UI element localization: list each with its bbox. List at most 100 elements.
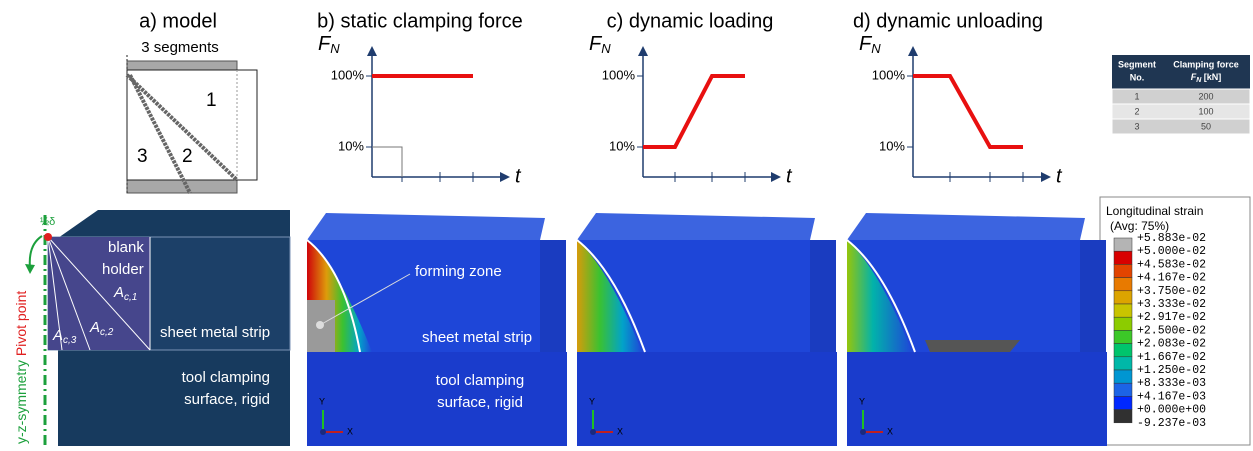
legend-label: +4.583e-02 bbox=[1137, 258, 1206, 271]
axis-label: Y bbox=[859, 396, 865, 406]
segment-number: 1 bbox=[206, 90, 217, 111]
strip-end bbox=[810, 240, 836, 352]
table-row bbox=[1112, 89, 1250, 104]
table-row bbox=[1112, 104, 1250, 119]
legend-swatch bbox=[1114, 344, 1132, 357]
y-axis-label: FN bbox=[318, 33, 340, 56]
fe-result: YX bbox=[847, 213, 1107, 446]
legend-label: +5.883e-02 bbox=[1137, 232, 1206, 245]
axis-origin bbox=[320, 429, 326, 435]
y-arrow bbox=[367, 46, 377, 56]
legend-label: +8.333e-03 bbox=[1137, 377, 1206, 390]
table-cell: 100 bbox=[1198, 106, 1213, 116]
x-axis-label: t bbox=[786, 165, 793, 187]
table-row bbox=[1112, 119, 1250, 134]
strip-end bbox=[540, 240, 566, 352]
legend-swatch bbox=[1114, 383, 1132, 396]
area-sub: c,3 bbox=[63, 335, 77, 346]
area-base: A bbox=[113, 284, 124, 301]
legend-label: +3.750e-02 bbox=[1137, 285, 1206, 298]
x-axis-label: t bbox=[515, 165, 522, 187]
axis-label: Y bbox=[589, 396, 595, 406]
legend-label: +4.167e-02 bbox=[1137, 272, 1206, 285]
header-cell: No. bbox=[1130, 72, 1145, 82]
panel-title: b) static clamping force bbox=[317, 10, 523, 32]
legend-label: +4.167e-03 bbox=[1137, 390, 1206, 403]
area-sub: c,2 bbox=[100, 327, 114, 338]
half-delta: ½δ bbox=[40, 216, 55, 228]
tool bbox=[577, 352, 837, 446]
axis-label: X bbox=[617, 426, 623, 436]
x-arrow bbox=[500, 172, 510, 182]
legend-swatch bbox=[1114, 291, 1132, 304]
legend-swatch bbox=[1114, 238, 1132, 251]
force-profile bbox=[913, 76, 1023, 147]
header-part: [kN] bbox=[1201, 72, 1221, 82]
symmetry-label: y-z-symmetry Pivot point bbox=[13, 291, 29, 444]
y-tick-label: 10% bbox=[338, 138, 364, 153]
tool-label: surface, rigid bbox=[184, 391, 270, 408]
header-cell: Clamping force bbox=[1173, 59, 1239, 69]
y-tick-label: 100% bbox=[872, 67, 906, 82]
dark-region bbox=[925, 340, 1020, 352]
axis-label: Y bbox=[319, 396, 325, 406]
y-arrow bbox=[638, 46, 648, 56]
area-base: A bbox=[89, 319, 100, 336]
area-sub: c,1 bbox=[124, 292, 137, 303]
y-axis-sub: N bbox=[871, 41, 881, 56]
table-cell: 1 bbox=[1134, 91, 1139, 101]
strip-end bbox=[1080, 240, 1106, 352]
header-cell: Segment bbox=[1118, 59, 1156, 69]
area-base: A bbox=[52, 327, 63, 344]
legend-title: Longitudinal strain bbox=[1106, 204, 1203, 218]
forming-zone: forming zone bbox=[415, 263, 502, 280]
strip-label: sheet metal strip bbox=[160, 324, 270, 341]
panel-title: a) model bbox=[139, 10, 217, 32]
axis-origin bbox=[860, 429, 866, 435]
legend: Longitudinal strain(Avg: 75%)+5.883e-02+… bbox=[1100, 197, 1250, 445]
legend-label: -9.237e-03 bbox=[1137, 417, 1206, 430]
tool-label: surface, rigid bbox=[437, 394, 523, 411]
segment-number: 2 bbox=[182, 146, 193, 167]
legend-swatch bbox=[1114, 370, 1132, 383]
segment-number: 3 bbox=[137, 146, 148, 167]
legend-swatch bbox=[1114, 278, 1132, 291]
y-arrow bbox=[908, 46, 918, 56]
pivot-label: Pivot point bbox=[13, 291, 29, 356]
legend-label: +5.000e-02 bbox=[1137, 245, 1206, 258]
legend-label: +0.000e+00 bbox=[1137, 404, 1206, 417]
blank-holder-top bbox=[847, 213, 1085, 240]
legend-label: +2.500e-02 bbox=[1137, 324, 1206, 337]
segments-label: 3 segments bbox=[141, 39, 219, 56]
header-cell: FN [kN] bbox=[1191, 72, 1222, 83]
x-arrow bbox=[771, 172, 781, 182]
table-cell: 50 bbox=[1201, 121, 1211, 131]
y-tick-label: 10% bbox=[879, 138, 905, 153]
legend-swatch bbox=[1114, 317, 1132, 330]
axis-label: X bbox=[347, 426, 353, 436]
axis-label: X bbox=[887, 426, 893, 436]
table-cell: 200 bbox=[1198, 91, 1213, 101]
y-tick-label: 100% bbox=[331, 67, 365, 82]
blank-holder: holder bbox=[102, 261, 144, 278]
axis-origin bbox=[590, 429, 596, 435]
y-axis-sub: N bbox=[601, 41, 611, 56]
y-axis-label: FN bbox=[859, 33, 881, 56]
legend-swatch bbox=[1114, 264, 1132, 277]
y-tick-label: 10% bbox=[609, 138, 635, 153]
legend-swatch bbox=[1114, 330, 1132, 343]
tool bbox=[847, 352, 1107, 446]
strip-label: sheet metal strip bbox=[422, 329, 532, 346]
figure: a) model 3 segments 1 2 3 Segment No. Clam… bbox=[0, 0, 1253, 446]
panel-title: d) dynamic unloading bbox=[853, 10, 1043, 32]
tool-label: tool clamping bbox=[182, 369, 270, 386]
legend-swatch bbox=[1114, 396, 1132, 409]
y-axis-sub: N bbox=[330, 41, 340, 56]
blank-holder: blank bbox=[108, 239, 144, 256]
guide bbox=[372, 147, 402, 177]
model-sketch bbox=[127, 55, 257, 195]
tool-label: tool clamping bbox=[436, 372, 524, 389]
legend-label: +1.667e-02 bbox=[1137, 351, 1206, 364]
blank-holder-top bbox=[577, 213, 815, 240]
x-arrow bbox=[1041, 172, 1051, 182]
